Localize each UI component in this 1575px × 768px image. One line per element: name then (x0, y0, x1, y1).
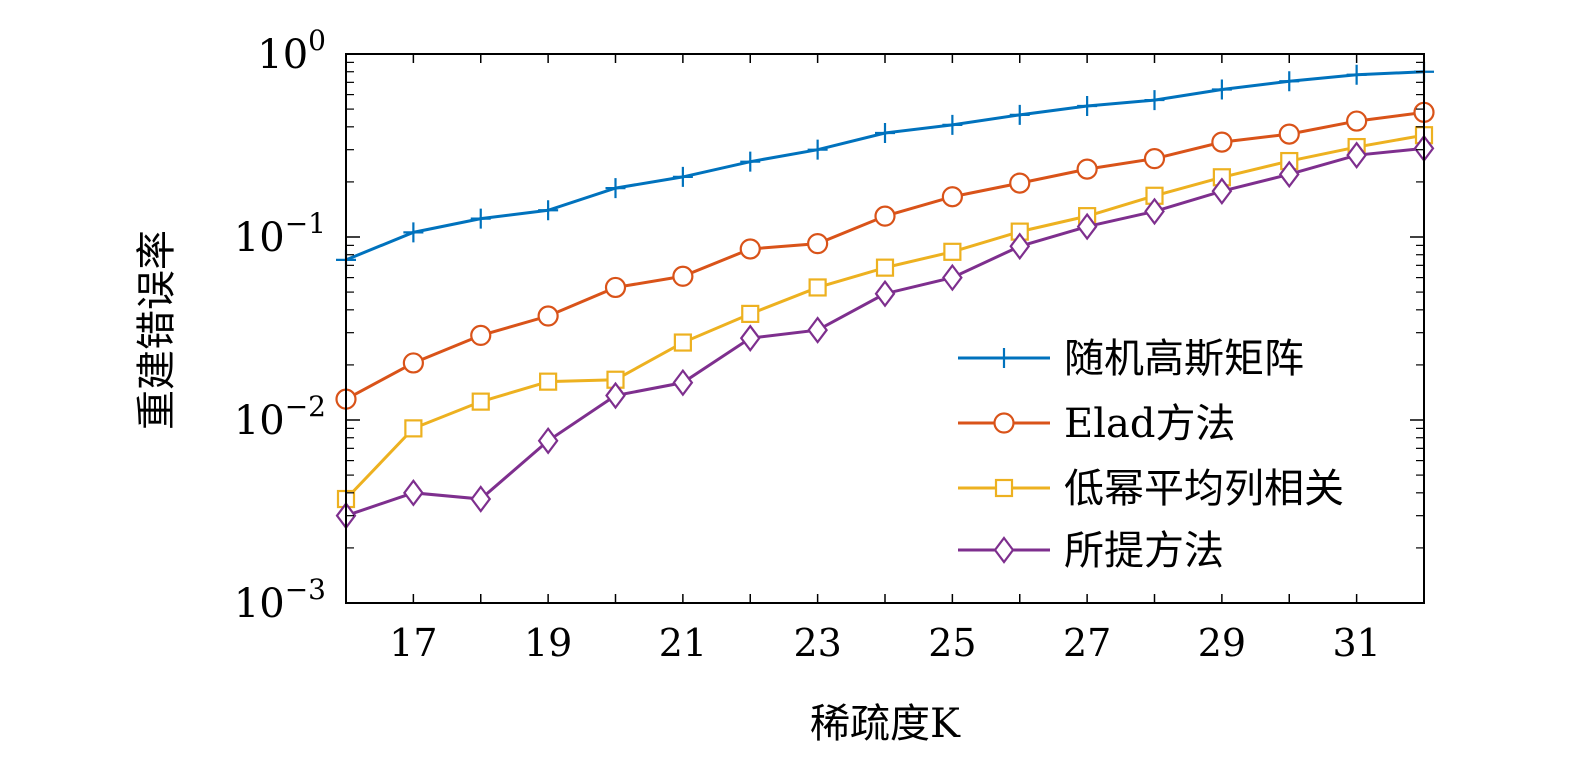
series-line (345, 146, 1425, 518)
legend-item-2: Elad方法 (958, 401, 1235, 447)
y-axis-title: 重建错误率 (134, 230, 180, 430)
data-point (1076, 158, 1098, 180)
data-point (673, 333, 692, 352)
series-3 (336, 126, 1434, 509)
ticks: 17 19 21 23 25 27 29 31 100 10−1 10−2 10−3 (234, 24, 1424, 665)
data-point (1211, 177, 1233, 206)
y-tick-label: 10−3 (234, 573, 326, 627)
data-point (807, 316, 828, 344)
x-tick-label: 29 (1198, 621, 1246, 665)
series-1 (336, 61, 1434, 270)
legend-marker (994, 478, 1014, 498)
data-point (807, 233, 829, 255)
legend-item-3: 低幂平均列相关 (958, 466, 1344, 512)
data-point (942, 114, 963, 135)
data-point (1211, 79, 1232, 100)
legend-label: 所提方法 (1064, 528, 1224, 574)
data-point (1144, 90, 1165, 111)
data-point (538, 200, 559, 221)
data-point (740, 151, 761, 172)
data-point (1009, 232, 1031, 261)
data-point (1278, 123, 1300, 145)
data-point (604, 276, 627, 299)
legend-label: 随机高斯矩阵 (1064, 336, 1304, 382)
data-point (672, 265, 694, 287)
data-point (470, 485, 492, 513)
data-point (943, 242, 962, 261)
data-point (471, 392, 490, 411)
x-tick-label: 27 (1063, 621, 1111, 665)
data-point (537, 305, 559, 327)
data-point (539, 372, 558, 391)
data-point (1346, 141, 1368, 170)
data-point (605, 178, 626, 199)
data-point (402, 352, 424, 374)
data-point (1009, 104, 1030, 125)
data-point (1009, 172, 1031, 194)
data-point (672, 368, 694, 397)
data-point (1211, 131, 1233, 153)
data-point (1076, 212, 1098, 241)
data-point (672, 166, 693, 187)
x-tick-label: 31 (1332, 621, 1380, 665)
data-point (741, 304, 760, 323)
data-point (404, 419, 423, 438)
series-line (345, 70, 1425, 262)
data-point (403, 478, 424, 507)
x-axis-title: 稀疏度K (810, 701, 961, 747)
x-tick-label: 19 (524, 621, 572, 665)
x-tick-label: 25 (928, 621, 976, 665)
data-point (470, 208, 491, 229)
legend-marker (993, 412, 1015, 434)
data-point (470, 324, 492, 346)
data-point (1346, 110, 1368, 132)
x-tick-label: 21 (659, 621, 707, 665)
x-tick-label: 23 (793, 621, 841, 665)
plot-area (335, 61, 1435, 530)
legend-item-1: 随机高斯矩阵 (958, 336, 1304, 382)
y-tick-label: 10−2 (234, 390, 326, 444)
data-point (1144, 197, 1165, 226)
data-point (874, 205, 896, 227)
data-point (537, 426, 559, 455)
data-point (739, 324, 761, 353)
x-tick-label: 17 (389, 621, 437, 665)
data-point (605, 381, 626, 410)
legend-marker (994, 348, 1014, 368)
data-point (1279, 71, 1300, 92)
data-point (807, 139, 828, 160)
data-point (941, 186, 963, 208)
series-line (344, 133, 1425, 501)
data-point (1346, 64, 1367, 85)
legend-marker (993, 536, 1015, 564)
data-point (875, 258, 895, 277)
data-point (403, 222, 424, 243)
data-point (874, 279, 896, 308)
legend-item-4: 所提方法 (958, 528, 1224, 574)
legend-label: 低幂平均列相关 (1064, 466, 1344, 512)
data-point (1143, 148, 1166, 170)
data-point (875, 123, 895, 144)
data-point (1077, 95, 1098, 116)
data-point (1278, 160, 1300, 189)
data-point (942, 263, 963, 292)
y-tick-label: 100 (257, 24, 326, 78)
y-tick-label: 10−1 (234, 207, 326, 261)
data-point (739, 238, 761, 260)
legend-label: Elad方法 (1064, 401, 1235, 447)
data-point (808, 278, 827, 297)
